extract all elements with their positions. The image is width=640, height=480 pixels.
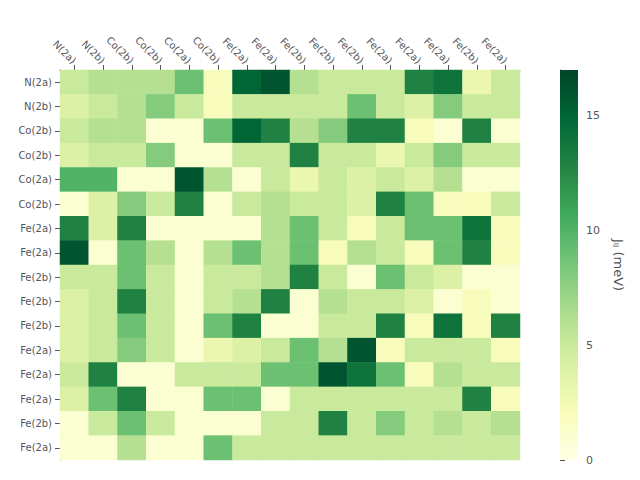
svg-text:Co(2b): Co(2b) (104, 34, 136, 66)
svg-text:Fe(2a): Fe(2a) (479, 36, 509, 66)
svg-text:Co(2a): Co(2a) (19, 174, 52, 185)
svg-text:Fe(2b): Fe(2b) (20, 272, 52, 283)
svg-text:Fe(2a): Fe(2a) (221, 36, 251, 66)
svg-text:15: 15 (586, 109, 600, 122)
svg-text:Fe(2b): Fe(2b) (307, 36, 337, 66)
svg-text:N(2a): N(2a) (24, 77, 52, 88)
svg-text:Fe(2a): Fe(2a) (422, 36, 452, 66)
svg-text:Fe(2a): Fe(2a) (393, 36, 423, 66)
svg-text:Jᵢⱼ (meV): Jᵢⱼ (meV) (611, 238, 626, 291)
svg-text:5: 5 (586, 339, 593, 352)
svg-text:N(2a): N(2a) (51, 38, 78, 65)
svg-text:10: 10 (586, 224, 600, 237)
svg-text:Fe(2a): Fe(2a) (20, 442, 52, 453)
svg-text:N(2b): N(2b) (24, 101, 52, 112)
svg-text:Fe(2b): Fe(2b) (335, 36, 365, 66)
svg-text:Fe(2b): Fe(2b) (20, 320, 52, 331)
svg-text:Fe(2b): Fe(2b) (20, 418, 52, 429)
svg-text:Fe(2a): Fe(2a) (20, 247, 52, 258)
svg-text:Co(2b): Co(2b) (18, 199, 52, 210)
svg-text:Co(2b): Co(2b) (133, 34, 165, 66)
svg-text:Fe(2a): Fe(2a) (20, 345, 52, 356)
svg-text:N(2b): N(2b) (79, 38, 107, 66)
svg-text:Co(2b): Co(2b) (18, 125, 52, 136)
svg-text:Fe(2b): Fe(2b) (20, 296, 52, 307)
svg-text:Fe(2a): Fe(2a) (20, 369, 52, 380)
svg-text:Fe(2a): Fe(2a) (20, 223, 52, 234)
svg-text:Fe(2a): Fe(2a) (249, 36, 279, 66)
svg-text:Co(2a): Co(2a) (162, 35, 193, 66)
svg-text:Co(2b): Co(2b) (191, 34, 223, 66)
svg-text:Fe(2a): Fe(2a) (20, 394, 52, 405)
svg-text:Fe(2b): Fe(2b) (450, 36, 480, 66)
svg-text:Co(2b): Co(2b) (18, 150, 52, 161)
svg-text:0: 0 (586, 454, 593, 467)
svg-text:Fe(2b): Fe(2b) (278, 36, 308, 66)
svg-text:Fe(2a): Fe(2a) (364, 36, 394, 66)
